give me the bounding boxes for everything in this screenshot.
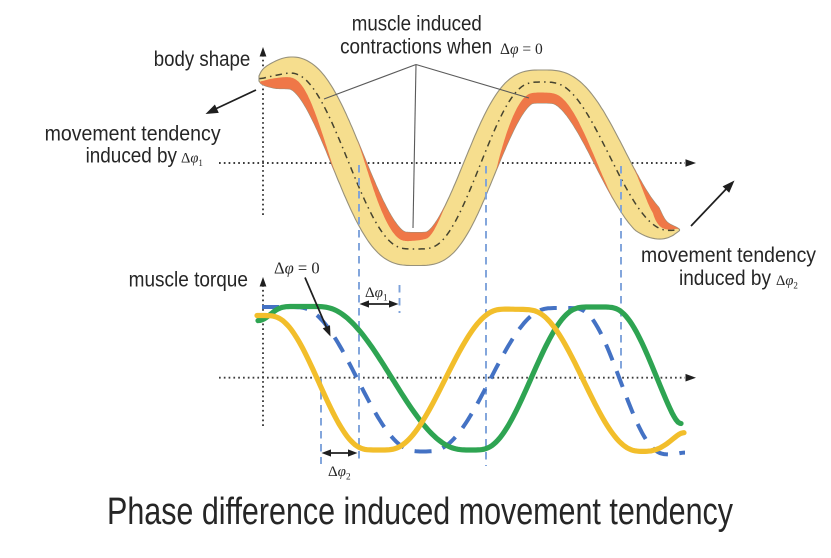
svg-text:muscle induced: muscle induced bbox=[352, 12, 482, 36]
svg-text:movement tendency: movement tendency bbox=[45, 122, 221, 146]
svg-text:movement tendency: movement tendency bbox=[641, 243, 816, 267]
svg-text:Δφ = 0: Δφ = 0 bbox=[500, 41, 543, 58]
svg-text:contractions when: contractions when bbox=[340, 35, 492, 59]
svg-text:Phase difference induced movem: Phase difference induced movement tenden… bbox=[107, 491, 733, 533]
svg-text:Δφ = 0: Δφ = 0 bbox=[274, 259, 320, 278]
svg-text:muscle torque: muscle torque bbox=[129, 268, 248, 292]
svg-text:induced by: induced by bbox=[86, 144, 178, 168]
svg-text:Δφ1: Δφ1 bbox=[365, 285, 388, 304]
svg-text:Δφ2: Δφ2 bbox=[328, 464, 351, 483]
svg-text:Δφ2: Δφ2 bbox=[776, 273, 798, 291]
svg-text:body shape: body shape bbox=[154, 47, 251, 71]
svg-text:Δφ1: Δφ1 bbox=[181, 151, 203, 169]
svg-text:induced by: induced by bbox=[679, 266, 771, 290]
